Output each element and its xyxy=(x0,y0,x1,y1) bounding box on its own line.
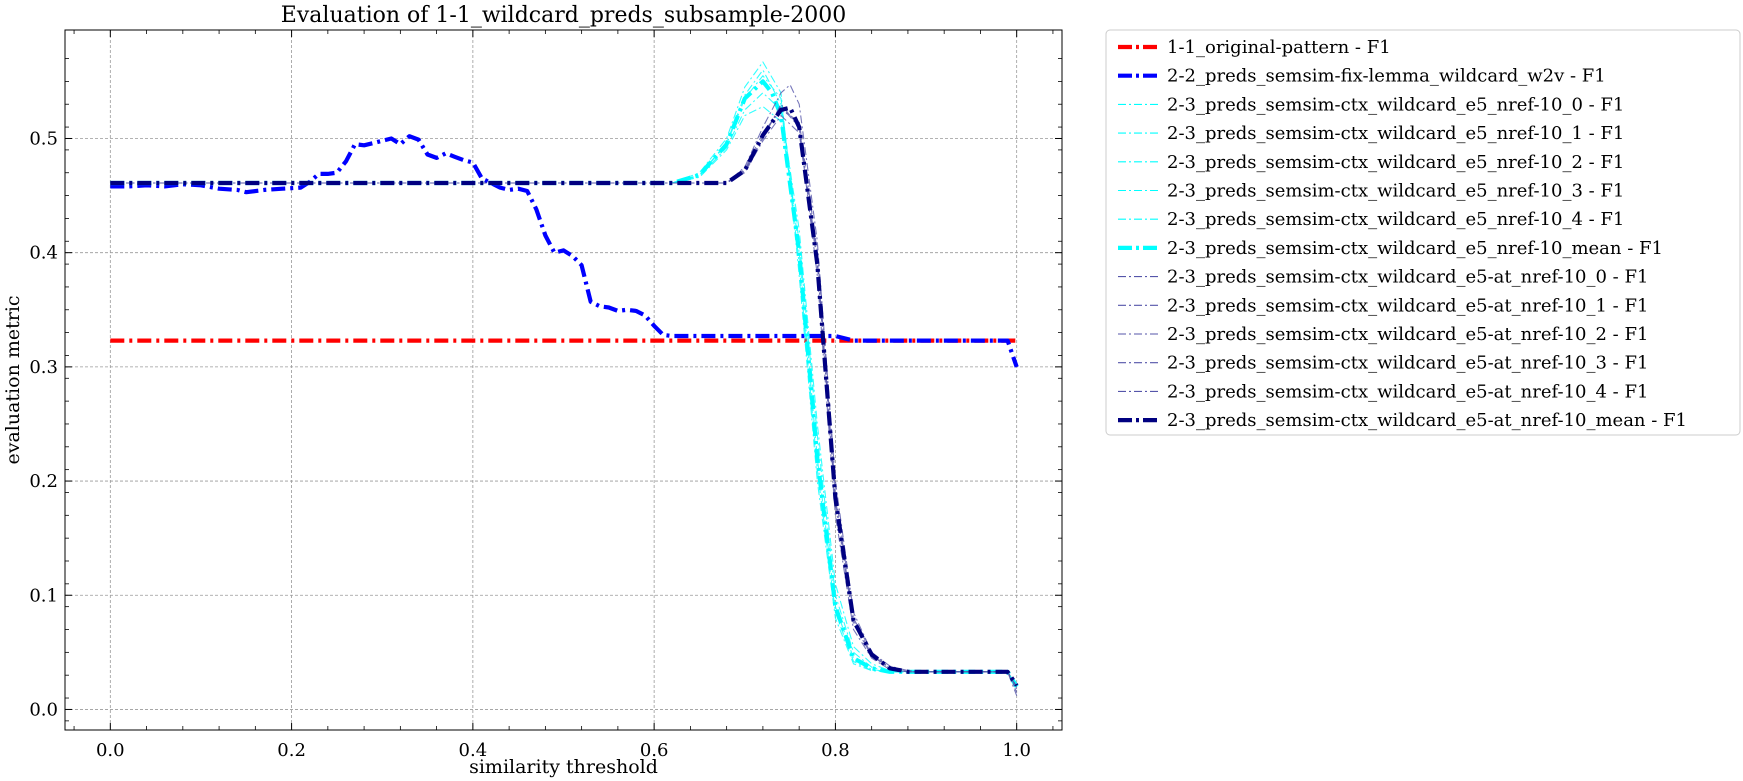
legend-label: 2-3_preds_semsim-ctx_wildcard_e5_nref-10… xyxy=(1167,152,1624,173)
legend-label: 2-3_preds_semsim-ctx_wildcard_e5_nref-10… xyxy=(1167,209,1624,230)
legend: 1-1_original-pattern - F1 2-2_preds_semsi… xyxy=(1105,29,1741,436)
legend-label: 2-3_preds_semsim-ctx_wildcard_e5_nref-10… xyxy=(1167,238,1663,259)
y-tick-label: 0.1 xyxy=(29,585,58,606)
x-tick-label: 0.0 xyxy=(96,740,125,761)
y-tick-label: 0.0 xyxy=(29,699,58,720)
plot-area xyxy=(64,29,1063,731)
x-axis: 0.0 0.2 0.4 0.6 0.8 1.0 xyxy=(73,30,1054,761)
legend-label: 2-2_preds_semsim-fix-lemma_wildcard_w2v … xyxy=(1167,66,1606,87)
legend-label: 2-3_preds_semsim-ctx_wildcard_e5-at_nref… xyxy=(1167,410,1687,431)
y-axis-label: evaluation metric xyxy=(2,295,24,464)
series-line-11 xyxy=(110,109,1018,687)
legend-label: 2-3_preds_semsim-ctx_wildcard_e5-at_nref… xyxy=(1167,381,1648,402)
x-tick-label: 0.6 xyxy=(640,740,669,761)
series-line-4 xyxy=(110,61,1018,687)
series-line-7 xyxy=(110,69,1018,687)
y-tick-label: 0.5 xyxy=(29,128,58,149)
series-line-2 xyxy=(110,134,1019,368)
series-lines xyxy=(110,61,1019,696)
legend-label: 1-1_original-pattern - F1 xyxy=(1167,37,1391,58)
x-tick-label: 1.0 xyxy=(1002,740,1031,761)
y-axis: 0.0 0.1 0.2 0.3 0.4 0.5 xyxy=(29,58,1062,722)
x-tick-label: 0.4 xyxy=(459,740,488,761)
series-line-14 xyxy=(110,105,1019,687)
legend-frame xyxy=(1105,29,1741,436)
x-tick-label: 0.2 xyxy=(277,740,306,761)
legend-label: 2-3_preds_semsim-ctx_wildcard_e5-at_nref… xyxy=(1167,295,1648,316)
legend-label: 2-3_preds_semsim-ctx_wildcard_e5_nref-10… xyxy=(1167,94,1624,115)
grid xyxy=(65,30,1062,730)
legend-label: 2-3_preds_semsim-ctx_wildcard_e5_nref-10… xyxy=(1167,181,1624,202)
series-line-8 xyxy=(110,79,1019,688)
y-tick-label: 0.2 xyxy=(29,471,58,492)
series-line-10 xyxy=(110,84,1018,696)
legend-label: 2-3_preds_semsim-ctx_wildcard_e5-at_nref… xyxy=(1167,353,1648,374)
legend-label: 2-3_preds_semsim-ctx_wildcard_e5-at_nref… xyxy=(1167,267,1648,288)
x-tick-label: 0.8 xyxy=(821,740,850,761)
y-tick-label: 0.3 xyxy=(29,357,58,378)
chart-title: Evaluation of 1-1_wildcard_preds_subsamp… xyxy=(281,3,846,28)
y-tick-label: 0.4 xyxy=(29,243,58,264)
x-axis-label: similarity threshold xyxy=(469,756,658,778)
legend-label: 2-3_preds_semsim-ctx_wildcard_e5_nref-10… xyxy=(1167,123,1624,144)
series-line-12 xyxy=(110,115,1018,690)
legend-label: 2-3_preds_semsim-ctx_wildcard_e5-at_nref… xyxy=(1167,324,1648,345)
